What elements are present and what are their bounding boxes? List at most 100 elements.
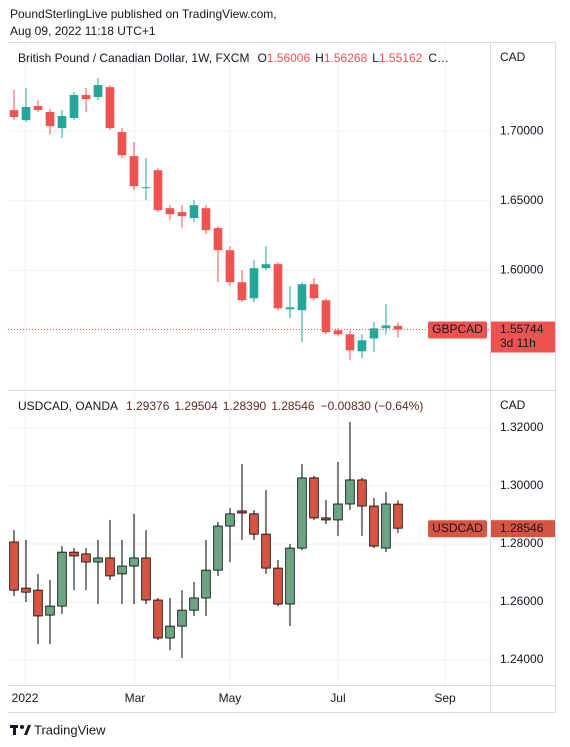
candle-body (273, 264, 283, 309)
brand: TradingView (34, 722, 106, 737)
candle-body (81, 553, 91, 563)
legend-value: 1.28546 (271, 399, 315, 413)
header-line: Aug 09, 2022 11:18 UTC+1 (10, 24, 156, 38)
candle-body (33, 589, 43, 617)
candle-body (81, 95, 91, 100)
candle-body (297, 284, 307, 311)
candle-body (249, 513, 259, 535)
y-tick-label: 1.28000 (500, 536, 544, 550)
symbol-tag (428, 520, 487, 538)
candle-body (225, 513, 235, 527)
price-tag (490, 520, 555, 538)
candle-body (333, 330, 343, 335)
x-tick-label: 2022 (12, 691, 39, 705)
axis-unit: CAD (500, 398, 526, 412)
legend-value: 1.29376 (126, 399, 170, 413)
candle-body (165, 208, 175, 215)
candle-body (57, 551, 67, 607)
candle-body (285, 307, 295, 310)
y-tick-label: 1.65000 (500, 193, 544, 207)
candle-body (345, 334, 355, 351)
candle-body (189, 205, 199, 219)
candle-body (357, 340, 367, 352)
legend-key: O (257, 51, 266, 65)
candle-body (177, 212, 187, 217)
y-tick-label: 1.60000 (500, 262, 544, 276)
candle-body (165, 625, 175, 639)
candle-body (345, 479, 355, 505)
candle-body (33, 106, 43, 111)
candle-body (285, 547, 295, 605)
legend-title: British Pound / Canadian Dollar, 1W, FXC… (18, 51, 249, 65)
candle-body (309, 284, 319, 299)
candle-body (237, 282, 247, 301)
x-tick-label: Mar (125, 691, 146, 705)
legend: British Pound / Canadian Dollar, 1W, FXC… (18, 51, 449, 65)
legend-value: 1.29504 (174, 399, 218, 413)
candle-body (105, 557, 115, 577)
y-tick-label: 1.70000 (500, 123, 544, 137)
legend-value: 1.56268 (324, 51, 368, 65)
candle-body (357, 479, 367, 507)
legend-more: C… (428, 51, 449, 65)
price-tag (490, 321, 555, 353)
candle-body (201, 208, 211, 231)
candle-body (69, 95, 79, 119)
legend-value: 1.56006 (267, 51, 311, 65)
legend-value: 1.28390 (223, 399, 267, 413)
candle-body (369, 505, 379, 547)
symbol-tag (428, 321, 487, 339)
candle-body (369, 328, 379, 339)
symbol-tag-label: GBPCAD (432, 322, 483, 336)
y-tick-label: 1.24000 (500, 652, 544, 666)
candle-body (9, 541, 19, 591)
legend-key: H (315, 51, 324, 65)
candle-body (153, 599, 163, 639)
legend-value: 1.55162 (379, 51, 423, 65)
y-tick-label: 1.30000 (500, 478, 544, 492)
candle-body (309, 477, 319, 519)
candle-body (261, 264, 271, 269)
price-tag-label: 1.55744 (500, 322, 544, 336)
candle-body (381, 325, 391, 329)
candle-body (177, 609, 187, 627)
candle-body (333, 503, 343, 521)
candle-body (117, 132, 127, 156)
candle-body (153, 170, 163, 211)
candle-body (381, 503, 391, 549)
candle-body (117, 565, 127, 575)
candle-body (213, 525, 223, 571)
y-tick-label: 1.26000 (500, 594, 544, 608)
countdown: 3d 11h (500, 336, 536, 350)
candle-body (93, 557, 103, 563)
candle-body (45, 112, 55, 127)
candle-body (321, 517, 331, 521)
x-tick-label: May (219, 691, 242, 705)
price-tag-label: 1.28546 (500, 521, 544, 535)
candle-body (249, 268, 259, 299)
candle-body (225, 250, 235, 283)
candle-body (273, 567, 283, 605)
header-line: PoundSterlingLive published on TradingVi… (10, 7, 277, 21)
candle-body (237, 510, 247, 514)
candle-body (105, 87, 115, 129)
x-tick-label: Sep (434, 691, 456, 705)
candle-body (297, 477, 307, 549)
candle-body (21, 587, 31, 593)
candle-body (189, 597, 199, 611)
legend-more: −0.00830 (−0.64%) (321, 399, 424, 413)
candle-body (57, 116, 67, 129)
legend: USDCAD, OANDA 1.29376 1.29504 1.28390 1.2854… (18, 399, 423, 413)
y-tick-label: 1.32000 (500, 420, 544, 434)
candle-body (393, 325, 403, 330)
frame (8, 42, 556, 713)
x-tick-label: Jul (330, 691, 345, 705)
brand-logo (10, 725, 31, 735)
legend-key: L (372, 51, 379, 65)
candle-body (213, 228, 223, 251)
candle-body (129, 156, 139, 187)
candle-body (393, 503, 403, 529)
candle-body (9, 110, 19, 118)
candle-body (261, 533, 271, 569)
